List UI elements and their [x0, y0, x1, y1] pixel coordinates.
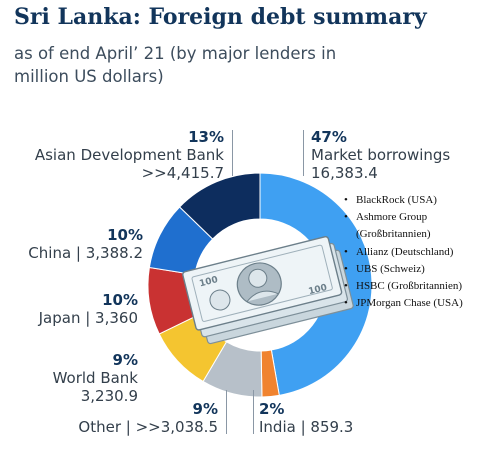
- label-other: 9% Other | >>3,038.5: [78, 400, 218, 436]
- label-india-pct: 2%: [259, 400, 285, 418]
- leader-line-other: [226, 390, 227, 434]
- label-adb-pct: 13%: [188, 128, 224, 146]
- label-india-name: India | 859.3: [259, 418, 354, 436]
- leader-line-adb: [232, 130, 233, 176]
- label-world-bank-pct: 9%: [112, 351, 138, 369]
- label-india: 2% India | 859.3: [259, 400, 353, 436]
- label-other-name: Other | >>3,038.5: [78, 418, 218, 436]
- label-china: 10% China | 3,388.2: [28, 226, 143, 262]
- label-china-name: China | 3,388.2: [28, 244, 143, 262]
- legend-item: Allianz (Deutschland): [338, 244, 480, 261]
- chart-subtitle: as of end April’ 21 (by major lenders in…: [14, 44, 337, 86]
- dollar-banknote-icon: 100 100: [182, 236, 354, 345]
- leader-line-market: [303, 130, 304, 176]
- label-japan: 10% Japan | 3,360: [39, 291, 138, 327]
- label-adb-name: Asian Development Bank: [34, 146, 224, 164]
- label-world-bank: 9% World Bank 3,230.9: [53, 351, 138, 405]
- slice-asian-development-bank: [178, 172, 261, 240]
- label-adb-value: >>4,415.7: [141, 164, 224, 182]
- label-japan-name: Japan | 3,360: [38, 309, 138, 327]
- leader-line-india: [253, 390, 254, 434]
- legend-item: BlackRock (USA): [338, 192, 480, 209]
- svg-text:100: 100: [198, 275, 219, 289]
- legend-item: Ashmore Group (Großbritannien): [338, 209, 480, 243]
- label-market: 47% Market borrowings 16,383.4: [311, 128, 450, 182]
- legend-item: JPMorgan Chase (USA): [338, 295, 480, 312]
- label-market-value: 16,383.4: [311, 164, 378, 182]
- legend-item: UBS (Schweiz): [338, 261, 480, 278]
- label-china-pct: 10%: [107, 226, 143, 244]
- legend-item: HSBC (Großbritannien): [338, 278, 480, 295]
- label-world-bank-value: 3,230.9: [80, 387, 138, 405]
- label-adb: 13% Asian Development Bank >>4,415.7: [35, 128, 224, 182]
- svg-text:100: 100: [308, 283, 329, 297]
- label-market-pct: 47%: [311, 128, 347, 146]
- label-japan-pct: 10%: [102, 291, 138, 309]
- lender-legend: BlackRock (USA) Ashmore Group (Großbrita…: [338, 192, 480, 313]
- label-other-pct: 9%: [192, 400, 218, 418]
- label-market-name: Market borrowings: [311, 146, 451, 164]
- label-world-bank-name: World Bank: [52, 369, 138, 387]
- chart-title: Sri Lanka: Foreign debt summary: [14, 4, 427, 30]
